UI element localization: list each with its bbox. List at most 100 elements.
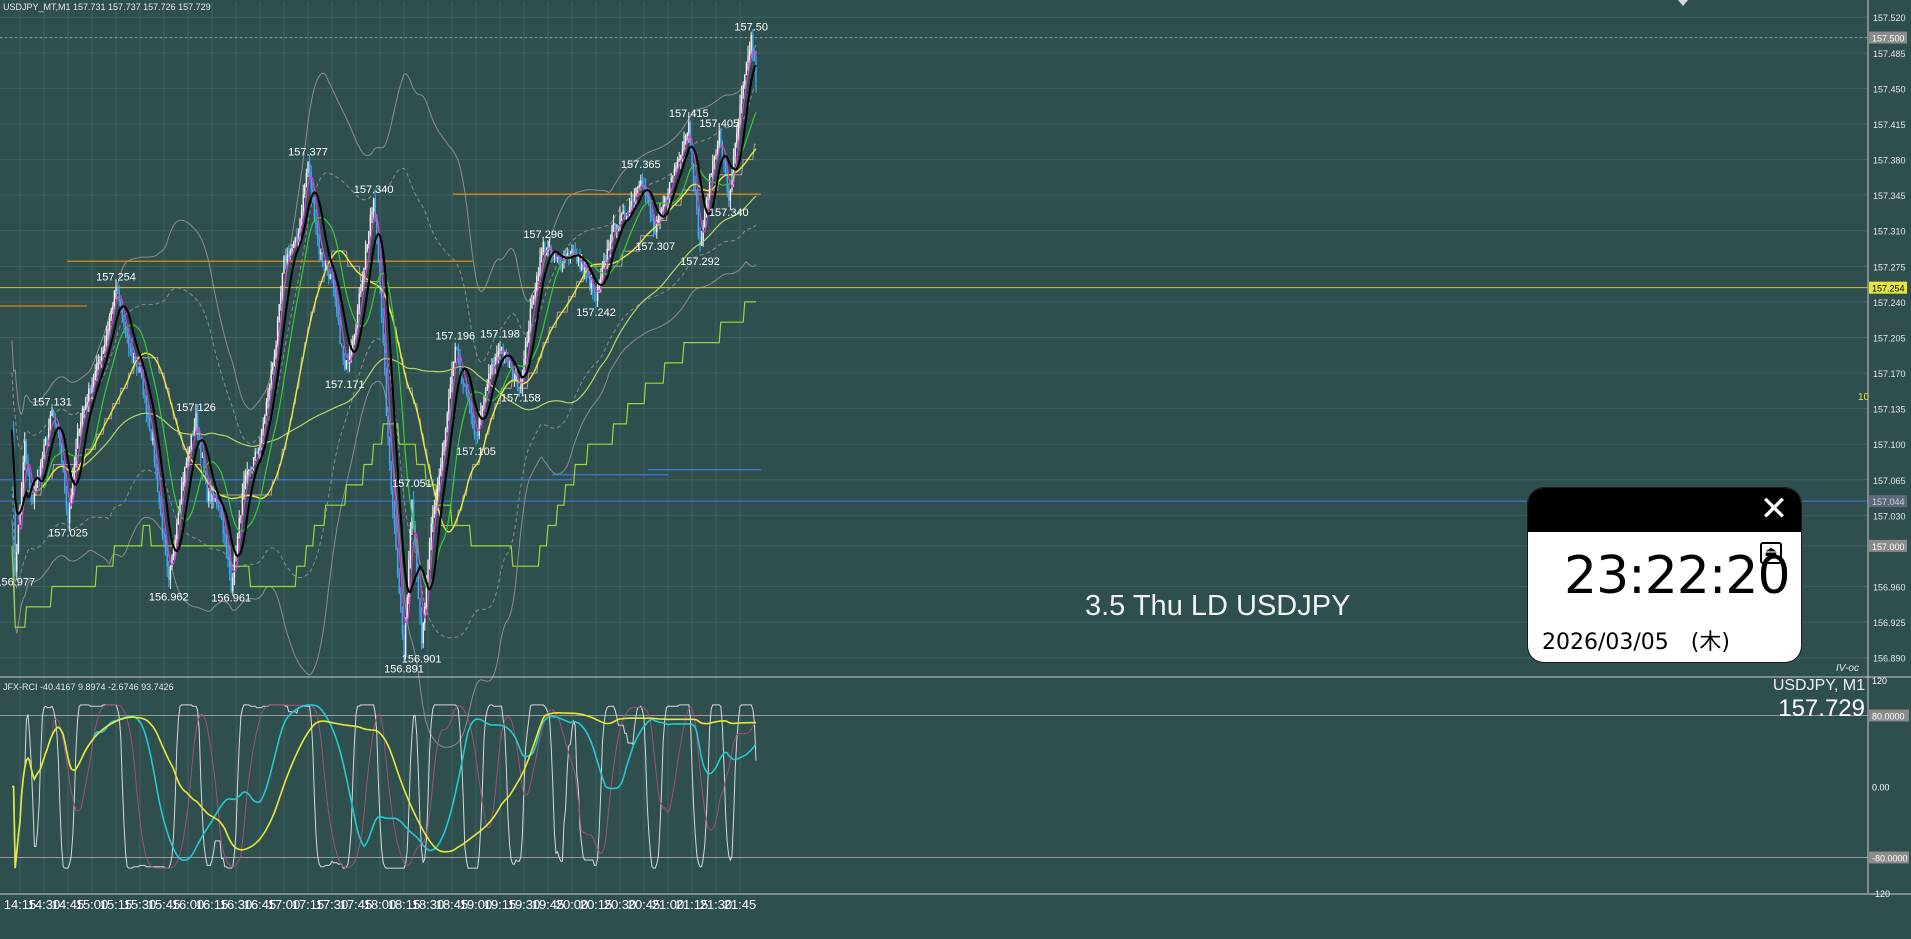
candle-body (124, 326, 127, 333)
time-axis-label: 21:00 (652, 897, 685, 912)
candle-body (739, 104, 741, 122)
candle-body (198, 433, 200, 440)
clock-date: 2026/03/05 (木) (1542, 630, 1730, 655)
candle-body (692, 165, 695, 184)
moving-average-line (11, 64, 757, 594)
price-axis-label: 157.345 (1873, 191, 1906, 201)
price-axis-label: 157.240 (1873, 298, 1906, 308)
candle-body (195, 412, 197, 427)
candle-body (83, 408, 85, 413)
price-annotation: 157.051 (392, 478, 432, 490)
candle-body (329, 274, 332, 280)
candle-body (480, 411, 482, 419)
candle-body (328, 270, 330, 280)
price-tag-label: 157.044 (1872, 497, 1905, 507)
candle-body (425, 581, 428, 607)
price-annotation: 157.365 (621, 159, 661, 171)
candle-body (584, 267, 586, 270)
candle-body (523, 359, 525, 380)
shift-marker-icon[interactable] (1678, 0, 1688, 6)
candle-body (641, 180, 644, 187)
candle-body (744, 75, 746, 85)
candle-body (275, 344, 277, 357)
time-axis-label: 19:45 (532, 897, 565, 912)
candle-body (320, 252, 322, 255)
clock-titlebar[interactable]: ✕ (1528, 488, 1801, 532)
candle-body (153, 438, 156, 463)
candle-body (56, 424, 58, 427)
candle-body (38, 475, 40, 477)
candle-body (123, 318, 125, 327)
candle-body (289, 251, 292, 259)
price-annotation: 157.405 (699, 118, 739, 130)
candle-body (388, 439, 391, 465)
candle-body (593, 291, 596, 293)
candle-body (492, 364, 495, 367)
candle-body (729, 189, 732, 201)
price-axis-label: 156.890 (1873, 654, 1906, 664)
candle-body (472, 414, 474, 429)
candle-body (643, 186, 645, 188)
candle-body (318, 237, 320, 255)
candle-body (211, 493, 213, 502)
candle-body (705, 200, 708, 211)
candle-body (137, 367, 140, 371)
candle-body (579, 256, 581, 270)
candle-body (417, 575, 420, 599)
candle-body (148, 418, 151, 431)
candle-body (134, 356, 136, 364)
pin-icon[interactable]: ⏏ (1760, 542, 1782, 564)
candle-body (553, 255, 556, 257)
candle-body (753, 53, 756, 61)
candle-body (136, 363, 138, 368)
time-axis-label: 16:00 (172, 897, 205, 912)
time-axis-label: 19:00 (460, 897, 493, 912)
candle-body (534, 290, 536, 298)
time-axis-label: 14:15 (4, 897, 37, 912)
candle-body (94, 371, 96, 381)
candle-body (54, 417, 56, 425)
candle-body (731, 177, 733, 190)
candle-body (51, 410, 53, 415)
price-annotation: 157.340 (709, 207, 749, 219)
time-axis-label: 17:15 (292, 897, 325, 912)
candle-body (187, 452, 189, 463)
candle-body (214, 499, 216, 501)
price-tag (1869, 31, 1907, 44)
candle-body (432, 514, 434, 524)
candle-body (203, 456, 205, 472)
close-icon[interactable]: ✕ (1759, 489, 1789, 529)
candle-body (752, 34, 754, 54)
candle-body (454, 346, 456, 362)
candle-body (353, 334, 356, 342)
candle-body (14, 491, 16, 572)
candle-body (41, 457, 44, 463)
rci-line (12, 711, 756, 869)
candle-body (398, 573, 400, 593)
candle-body (132, 356, 135, 358)
candle-body (387, 415, 389, 440)
candle-body (664, 197, 666, 206)
price-annotation: 157.158 (501, 392, 541, 404)
candle-body (361, 280, 364, 292)
clock-widget[interactable]: ✕ 23:22:20 ⏏ 2026/03/05 (木) (1528, 488, 1801, 662)
candle-body (451, 368, 453, 385)
candle-body (462, 380, 464, 385)
time-axis-label: 20:00 (556, 897, 589, 912)
candle-body (161, 515, 164, 536)
candle-body (360, 291, 362, 294)
candle-body (587, 273, 589, 276)
candle-body (120, 301, 122, 310)
candle-body (28, 472, 31, 489)
candle-body (241, 492, 244, 516)
candle-body (688, 122, 690, 133)
candle-body (531, 299, 533, 309)
price-axis-label: 157.030 (1873, 511, 1906, 521)
candle-body (78, 429, 80, 434)
candle-body (339, 321, 341, 344)
candle-body (89, 388, 92, 394)
indicator-header: JFX-RCI -40.4167 9.8974 -2.6746 93.7426 (3, 682, 174, 692)
candle-body (656, 222, 658, 233)
